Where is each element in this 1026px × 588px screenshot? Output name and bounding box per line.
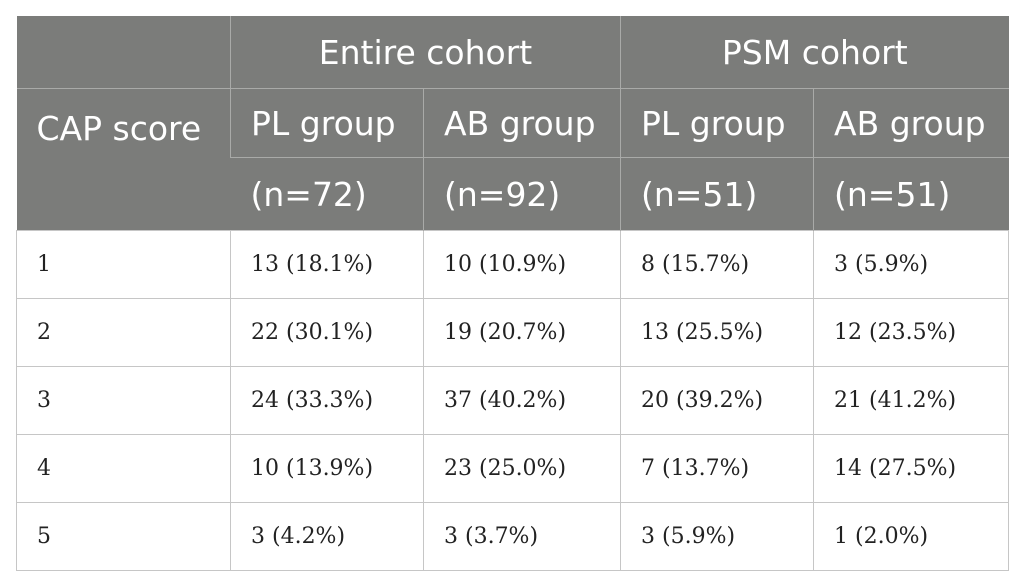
- header-count-entire-pl: (n=72): [230, 157, 424, 231]
- header-entire-cohort: Entire cohort: [229, 16, 621, 89]
- cell-psm-ab: 1 (2.0%): [813, 502, 1010, 571]
- cell-entire-pl: 13 (18.1%): [230, 230, 424, 299]
- cell-entire-ab: 37 (40.2%): [422, 366, 622, 435]
- header-count-psm-ab: (n=51): [813, 157, 1009, 231]
- header-group-entire-pl: PL group: [230, 88, 424, 158]
- table-header: Entire cohort PSM cohort CAP score PL gr…: [16, 16, 1009, 231]
- cell-score: 1: [16, 230, 231, 299]
- cell-psm-ab: 3 (5.9%): [813, 230, 1010, 299]
- table-row: 3 24 (33.3%) 37 (40.2%) 20 (39.2%) 21 (4…: [16, 366, 1010, 435]
- cell-score: 4: [16, 434, 231, 503]
- cell-psm-ab: 21 (41.2%): [813, 366, 1010, 435]
- header-cap-score: CAP score: [16, 88, 231, 231]
- cell-entire-pl: 10 (13.9%): [230, 434, 424, 503]
- header-group-entire-ab: AB group: [422, 88, 621, 158]
- cell-entire-ab: 19 (20.7%): [422, 298, 622, 367]
- cell-score: 3: [16, 366, 231, 435]
- cell-psm-ab: 14 (27.5%): [813, 434, 1010, 503]
- cell-entire-pl: 3 (4.2%): [230, 502, 424, 571]
- cell-psm-pl: 3 (5.9%): [620, 502, 815, 571]
- cell-psm-pl: 13 (25.5%): [620, 298, 815, 367]
- cell-score: 5: [16, 502, 231, 571]
- table-row: 2 22 (30.1%) 19 (20.7%) 13 (25.5%) 12 (2…: [16, 298, 1010, 367]
- header-psm-cohort: PSM cohort: [620, 16, 1009, 89]
- cell-entire-ab: 3 (3.7%): [422, 502, 622, 571]
- table-row: 4 10 (13.9%) 23 (25.0%) 7 (13.7%) 14 (27…: [16, 434, 1010, 503]
- cell-psm-pl: 8 (15.7%): [620, 230, 815, 299]
- header-count-psm-pl: (n=51): [620, 157, 814, 231]
- table-body: 1 13 (18.1%) 10 (10.9%) 8 (15.7%) 3 (5.9…: [16, 230, 1010, 571]
- cell-psm-pl: 20 (39.2%): [620, 366, 815, 435]
- header-row-cohorts: Entire cohort PSM cohort: [16, 16, 1009, 89]
- table-row: 5 3 (4.2%) 3 (3.7%) 3 (5.9%) 1 (2.0%): [16, 502, 1010, 571]
- table-row: 1 13 (18.1%) 10 (10.9%) 8 (15.7%) 3 (5.9…: [16, 230, 1010, 299]
- cell-entire-pl: 22 (30.1%): [230, 298, 424, 367]
- header-group-psm-pl: PL group: [620, 88, 814, 158]
- cell-psm-ab: 12 (23.5%): [813, 298, 1010, 367]
- cell-entire-ab: 23 (25.0%): [422, 434, 622, 503]
- cell-entire-pl: 24 (33.3%): [230, 366, 424, 435]
- header-corner: [16, 16, 231, 89]
- header-group-psm-ab: AB group: [813, 88, 1009, 158]
- cell-entire-ab: 10 (10.9%): [422, 230, 622, 299]
- header-row-counts: (n=72) (n=92) (n=51) (n=51): [17, 157, 1009, 231]
- cell-score: 2: [16, 298, 231, 367]
- cell-psm-pl: 7 (13.7%): [620, 434, 815, 503]
- header-count-entire-ab: (n=92): [422, 157, 621, 231]
- cap-score-table: Entire cohort PSM cohort CAP score PL gr…: [16, 16, 1010, 571]
- header-row-groups: CAP score PL group AB group PL group AB …: [16, 88, 1009, 231]
